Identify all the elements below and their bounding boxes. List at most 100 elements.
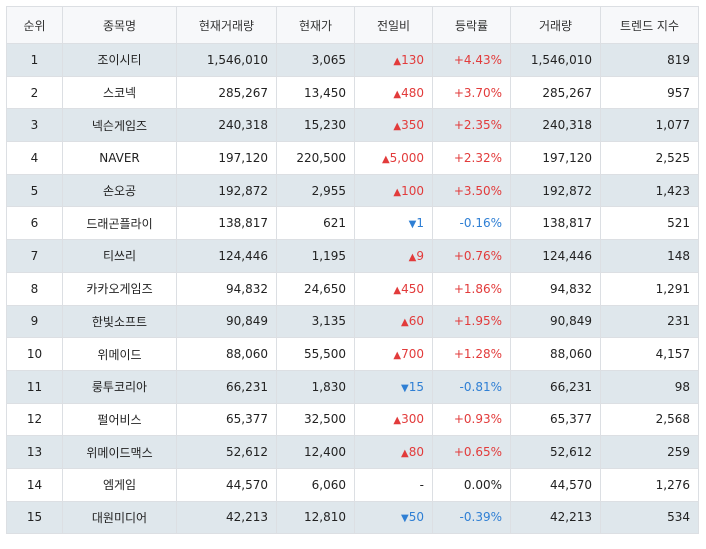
change-value: 9 <box>416 248 424 263</box>
current-price-cell: 220,500 <box>276 141 355 175</box>
stock-name-cell[interactable]: 대원미디어 <box>62 500 177 535</box>
current-price-cell: 621 <box>276 206 355 241</box>
header-current-price: 현재가 <box>276 6 355 44</box>
change-value: 700 <box>401 347 424 362</box>
rank-cell: 13 <box>6 435 63 469</box>
table-row[interactable]: 13 위메이드맥스 52,612 12,400 ▲80 +0.65% 52,612 259 <box>6 435 699 469</box>
rank-cell: 7 <box>6 239 63 273</box>
change-rate-cell: +3.70% <box>432 75 511 110</box>
stock-name-cell[interactable]: 스코넥 <box>62 75 177 110</box>
rank-cell: 11 <box>6 369 63 404</box>
volume-cell: 52,612 <box>510 435 601 469</box>
stock-name-cell[interactable]: 위메이드맥스 <box>62 435 177 469</box>
table-row[interactable]: 5 손오공 192,872 2,955 ▲100 +3.50% 192,872 1,423 <box>6 173 699 208</box>
rank-cell: 10 <box>6 337 63 371</box>
stock-name-cell[interactable]: 티쓰리 <box>62 239 177 273</box>
header-stock-name: 종목명 <box>62 6 177 44</box>
stock-ranking-table: 순위 종목명 현재거래량 현재가 전일비 등락률 거래량 트렌드 지수 1 조이시… <box>6 6 699 535</box>
current-price-cell: 24,650 <box>276 271 355 306</box>
current-price-cell: 13,450 <box>276 75 355 110</box>
volume-cell: 1,546,010 <box>510 43 601 77</box>
change-rate-cell: 0.00% <box>432 467 511 502</box>
table-row[interactable]: 9 한빛소프트 90,849 3,135 ▲60 +1.95% 90,849 231 <box>6 304 699 339</box>
volume-cell: 240,318 <box>510 108 601 143</box>
volume-cell: 192,872 <box>510 173 601 208</box>
change-value: - <box>419 477 424 492</box>
change-value: 80 <box>408 445 424 460</box>
change-rate-cell: +0.93% <box>432 402 511 437</box>
change-rate-cell: +3.50% <box>432 173 511 208</box>
rank-cell: 4 <box>6 141 63 175</box>
stock-name-cell[interactable]: 드래곤플라이 <box>62 206 177 241</box>
table-row[interactable]: 6 드래곤플라이 138,817 621 ▼1 -0.16% 138,817 521 <box>6 206 699 241</box>
table-row[interactable]: 14 엠게임 44,570 6,060-0.00% 44,570 1,276 <box>6 467 699 502</box>
volume-cell: 66,231 <box>510 369 601 404</box>
header-volume: 거래량 <box>510 6 601 44</box>
stock-name-cell[interactable]: 룽투코리아 <box>62 369 177 404</box>
table-row[interactable]: 12 펄어비스 65,377 32,500 ▲300 +0.93% 65,377 2,568 <box>6 402 699 437</box>
table-row[interactable]: 4 NAVER 197,120 220,500 ▲5,000 +2.32% 197,120 2… <box>6 141 699 175</box>
stock-name-cell[interactable]: 카카오게임즈 <box>62 271 177 306</box>
change-cell: ▲350 <box>354 108 433 143</box>
table-row[interactable]: 11 룽투코리아 66,231 1,830 ▼15 -0.81% 66,231 98 <box>6 369 699 404</box>
change-cell: ▲9 <box>354 239 433 273</box>
stock-name-cell[interactable]: 넥슨게임즈 <box>62 108 177 143</box>
current-price-cell: 1,195 <box>276 239 355 273</box>
up-arrow-icon: ▲ <box>393 186 402 198</box>
trend-index-cell: 98 <box>600 369 699 404</box>
trend-index-cell: 521 <box>600 206 699 241</box>
change-rate-cell: -0.39% <box>432 500 511 535</box>
change-cell: ▼15 <box>354 369 433 404</box>
table-row[interactable]: 8 카카오게임즈 94,832 24,650 ▲450 +1.86% 94,832 1,291 <box>6 271 699 306</box>
volume-cell: 88,060 <box>510 337 601 371</box>
up-arrow-icon: ▲ <box>401 448 409 460</box>
stock-name-cell[interactable]: 한빛소프트 <box>62 304 177 339</box>
rank-cell: 9 <box>6 304 63 339</box>
change-value: 5,000 <box>389 150 424 165</box>
current-price-cell: 12,400 <box>276 435 355 469</box>
rank-cell: 1 <box>6 43 63 77</box>
up-arrow-icon: ▲ <box>408 251 417 263</box>
current-price-cell: 12,810 <box>276 500 355 535</box>
current-price-cell: 32,500 <box>276 402 355 437</box>
change-cell: ▼50 <box>354 500 433 535</box>
table-row[interactable]: 2 스코넥 285,267 13,450 ▲480 +3.70% 285,267 957 <box>6 75 699 110</box>
stock-name-cell[interactable]: 조이시티 <box>62 43 177 77</box>
table-header-row: 순위 종목명 현재거래량 현재가 전일비 등락률 거래량 트렌드 지수 <box>6 6 699 44</box>
stock-name-cell[interactable]: 위메이드 <box>62 337 177 371</box>
trend-index-cell: 148 <box>600 239 699 273</box>
table-row[interactable]: 7 티쓰리 124,446 1,195 ▲9 +0.76% 124,446 148 <box>6 239 699 273</box>
stock-name-cell[interactable]: NAVER <box>62 141 177 175</box>
rank-cell: 8 <box>6 271 63 306</box>
header-current-volume: 현재거래량 <box>176 6 277 44</box>
stock-name-cell[interactable]: 엠게임 <box>62 467 177 502</box>
change-value: 1 <box>416 216 424 231</box>
change-cell: ▲60 <box>354 304 433 339</box>
current-volume-cell: 44,570 <box>176 467 277 502</box>
stock-name-cell[interactable]: 펄어비스 <box>62 402 177 437</box>
change-cell: ▼1 <box>354 206 433 241</box>
current-volume-cell: 197,120 <box>176 141 277 175</box>
change-rate-cell: +0.76% <box>432 239 511 273</box>
change-cell: ▲300 <box>354 402 433 437</box>
rank-cell: 14 <box>6 467 63 502</box>
volume-cell: 285,267 <box>510 75 601 110</box>
up-arrow-icon: ▲ <box>393 350 402 362</box>
trend-index-cell: 1,276 <box>600 467 699 502</box>
stock-name-cell[interactable]: 손오공 <box>62 173 177 208</box>
table-row[interactable]: 3 넥슨게임즈 240,318 15,230 ▲350 +2.35% 240,318 1,07… <box>6 108 699 143</box>
trend-index-cell: 259 <box>600 435 699 469</box>
table-row[interactable]: 1 조이시티 1,546,010 3,065 ▲130 +4.43% 1,546,010 81… <box>6 43 699 77</box>
trend-index-cell: 1,291 <box>600 271 699 306</box>
current-volume-cell: 52,612 <box>176 435 277 469</box>
change-cell: ▲450 <box>354 271 433 306</box>
header-change: 전일비 <box>354 6 433 44</box>
current-price-cell: 6,060 <box>276 467 355 502</box>
trend-index-cell: 957 <box>600 75 699 110</box>
table-row[interactable]: 10 위메이드 88,060 55,500 ▲700 +1.28% 88,060 4,157 <box>6 337 699 371</box>
change-rate-cell: +1.86% <box>432 271 511 306</box>
current-volume-cell: 42,213 <box>176 500 277 535</box>
volume-cell: 138,817 <box>510 206 601 241</box>
table-row[interactable]: 15 대원미디어 42,213 12,810 ▼50 -0.39% 42,213 534 <box>6 500 699 535</box>
current-volume-cell: 66,231 <box>176 369 277 404</box>
